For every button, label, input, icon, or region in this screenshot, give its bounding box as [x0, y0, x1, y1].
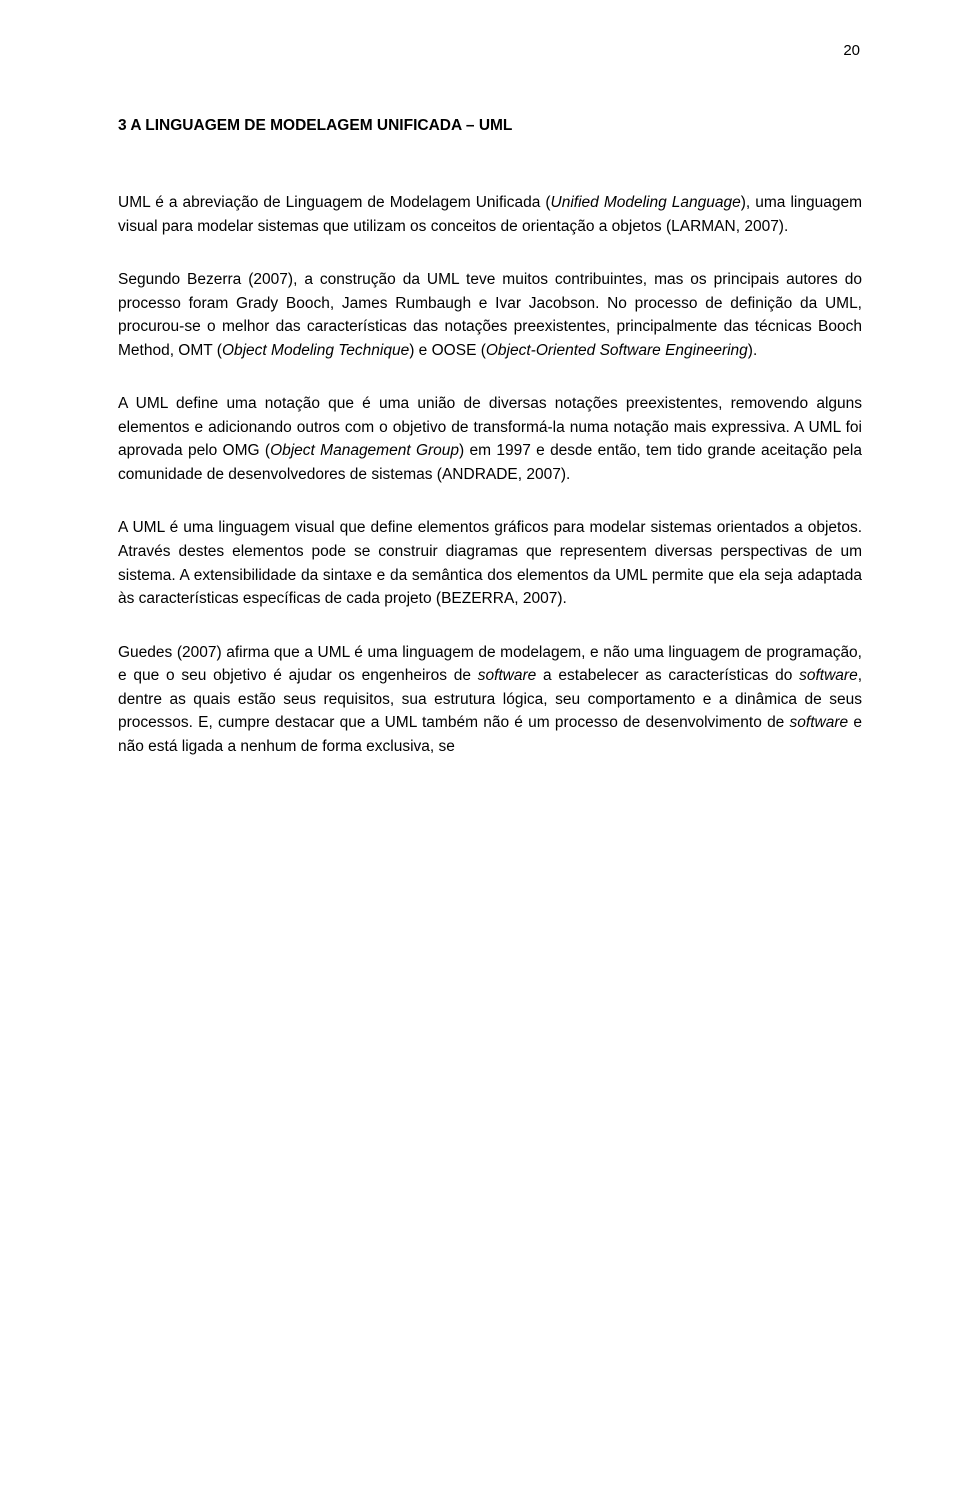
- italic-span: software: [478, 667, 537, 684]
- text-span: ) e OOSE (: [409, 342, 486, 359]
- paragraph-3: A UML define uma notação que é uma união…: [118, 392, 862, 486]
- text-span: a estabelecer as características do: [536, 667, 799, 684]
- paragraph-2: Segundo Bezerra (2007), a construção da …: [118, 268, 862, 362]
- paragraph-4: A UML é uma linguagem visual que define …: [118, 516, 862, 610]
- text-span: UML é a abreviação de Linguagem de Model…: [118, 194, 551, 211]
- italic-span: Object Modeling Technique: [222, 342, 409, 359]
- text-span: ).: [748, 342, 757, 359]
- paragraph-5: Guedes (2007) afirma que a UML é uma lin…: [118, 641, 862, 759]
- section-heading: 3 A LINGUAGEM DE MODELAGEM UNIFICADA – U…: [118, 117, 862, 135]
- italic-span: software: [799, 667, 858, 684]
- italic-span: Object-Oriented Software Engineering: [486, 342, 748, 359]
- italic-span: Object Management Group: [270, 442, 459, 459]
- text-span: A UML é uma linguagem visual que define …: [118, 519, 862, 607]
- paragraph-1: UML é a abreviação de Linguagem de Model…: [118, 191, 862, 238]
- page-number: 20: [118, 42, 862, 59]
- italic-span: software: [790, 714, 849, 731]
- italic-span: Unified Modeling Language: [551, 194, 741, 211]
